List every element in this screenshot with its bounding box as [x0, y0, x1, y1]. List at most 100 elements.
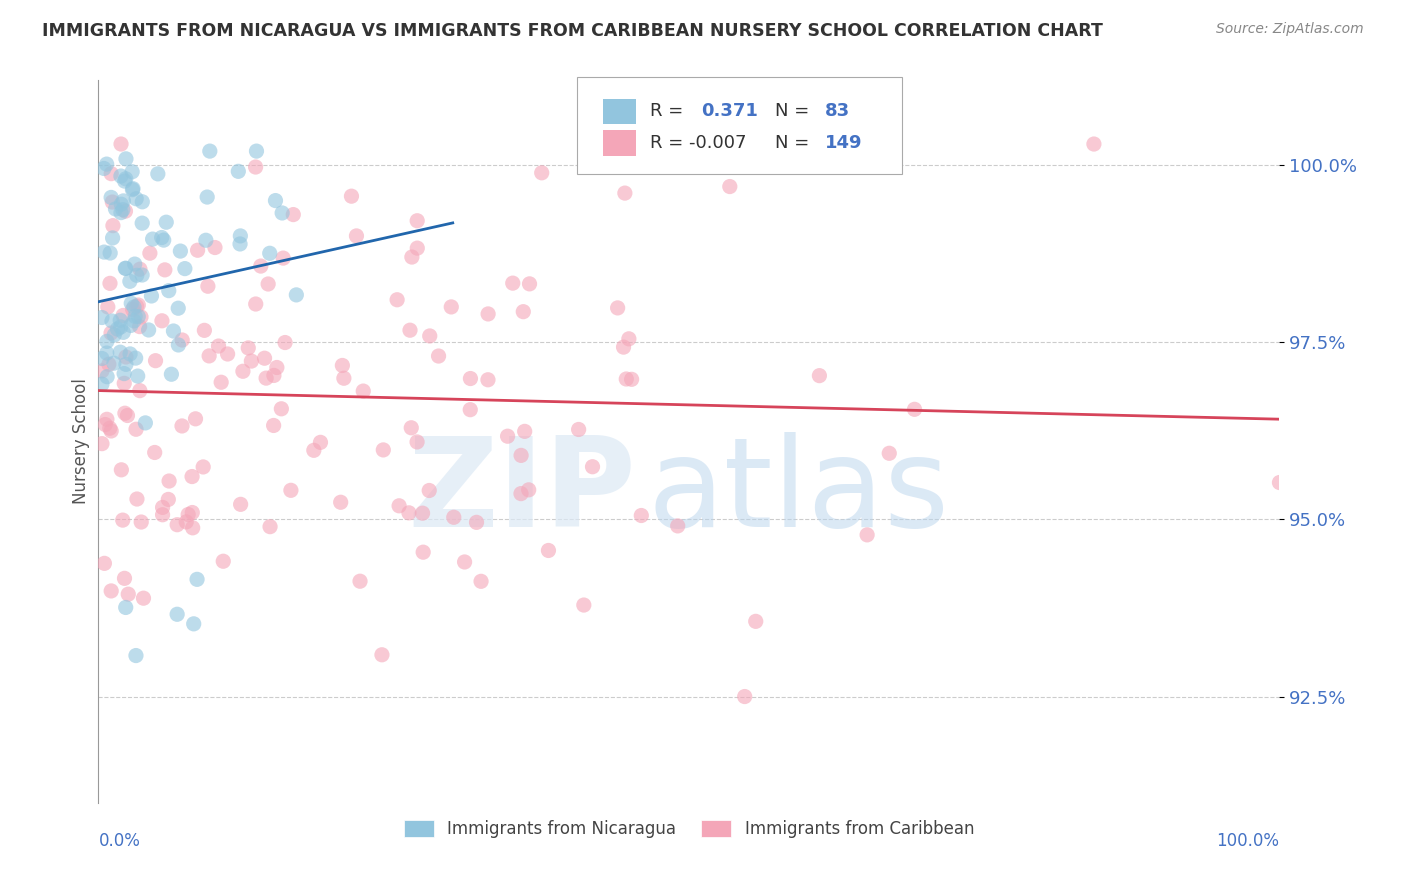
Point	[141, 289, 163, 303]
Point	[280, 483, 302, 498]
Point	[856, 528, 879, 542]
Point	[195, 190, 218, 204]
Point	[101, 231, 124, 245]
Point	[309, 435, 332, 450]
Point	[103, 356, 125, 370]
Point	[122, 314, 145, 328]
Point	[131, 268, 153, 282]
Point	[120, 318, 142, 333]
Point	[129, 515, 152, 529]
Point	[232, 364, 254, 378]
Point	[112, 326, 135, 340]
Point	[346, 228, 368, 243]
Point	[193, 323, 215, 337]
Point	[125, 422, 148, 436]
Point	[114, 600, 136, 615]
Point	[240, 354, 263, 368]
Point	[121, 165, 143, 179]
Point	[245, 160, 267, 174]
Point	[238, 341, 260, 355]
Point	[100, 326, 122, 340]
Point	[115, 350, 138, 364]
Point	[808, 368, 831, 383]
Point	[1083, 136, 1105, 151]
Point	[517, 483, 540, 497]
Point	[114, 171, 136, 186]
FancyBboxPatch shape	[576, 77, 901, 174]
Point	[166, 517, 188, 532]
Point	[104, 202, 127, 216]
Point	[142, 232, 165, 246]
Point	[465, 516, 488, 530]
Point	[877, 446, 900, 460]
Point	[131, 216, 153, 230]
Point	[124, 310, 146, 324]
Point	[134, 416, 156, 430]
Point	[112, 376, 135, 391]
Point	[177, 508, 200, 522]
Point	[271, 251, 294, 265]
Point	[100, 424, 122, 438]
Point	[530, 166, 553, 180]
Point	[263, 368, 285, 383]
Point	[245, 297, 267, 311]
Point	[110, 463, 132, 477]
Point	[152, 508, 174, 522]
Point	[245, 144, 267, 158]
Point	[270, 401, 292, 416]
Point	[385, 293, 408, 307]
Point	[440, 300, 463, 314]
Point	[124, 257, 146, 271]
Point	[128, 384, 150, 398]
Point	[204, 240, 226, 254]
Point	[537, 543, 560, 558]
Point	[903, 402, 925, 417]
Point	[229, 228, 252, 243]
Y-axis label: Nursery School: Nursery School	[72, 378, 90, 505]
Point	[388, 499, 411, 513]
Point	[253, 351, 276, 366]
Point	[186, 572, 208, 586]
Point	[125, 491, 148, 506]
Point	[513, 425, 536, 439]
Point	[458, 402, 481, 417]
Point	[614, 372, 637, 386]
Point	[125, 268, 148, 283]
Point	[96, 346, 118, 360]
Point	[110, 320, 132, 334]
Point	[620, 372, 643, 386]
Point	[98, 277, 121, 291]
Point	[143, 445, 166, 459]
Point	[460, 371, 482, 385]
Point	[183, 616, 205, 631]
Text: Source: ZipAtlas.com: Source: ZipAtlas.com	[1216, 22, 1364, 37]
Point	[477, 307, 499, 321]
Point	[166, 607, 188, 622]
Point	[118, 274, 141, 288]
Point	[96, 334, 118, 349]
Point	[349, 574, 371, 589]
Point	[666, 519, 689, 533]
Point	[453, 555, 475, 569]
Point	[612, 340, 634, 354]
Text: 100.0%: 100.0%	[1216, 831, 1279, 850]
Point	[718, 179, 741, 194]
Point	[138, 323, 160, 337]
Point	[172, 333, 194, 347]
Point	[146, 167, 169, 181]
Point	[97, 357, 120, 371]
Point	[332, 359, 354, 373]
Point	[122, 300, 145, 314]
Point	[128, 319, 150, 334]
Point	[198, 144, 221, 158]
Point	[98, 421, 121, 435]
Point	[110, 205, 132, 219]
Point	[412, 506, 434, 520]
Point	[249, 259, 271, 273]
Point	[197, 279, 219, 293]
Point	[100, 167, 122, 181]
Point	[155, 215, 177, 229]
Point	[401, 421, 423, 435]
Point	[112, 194, 135, 208]
Point	[209, 376, 232, 390]
